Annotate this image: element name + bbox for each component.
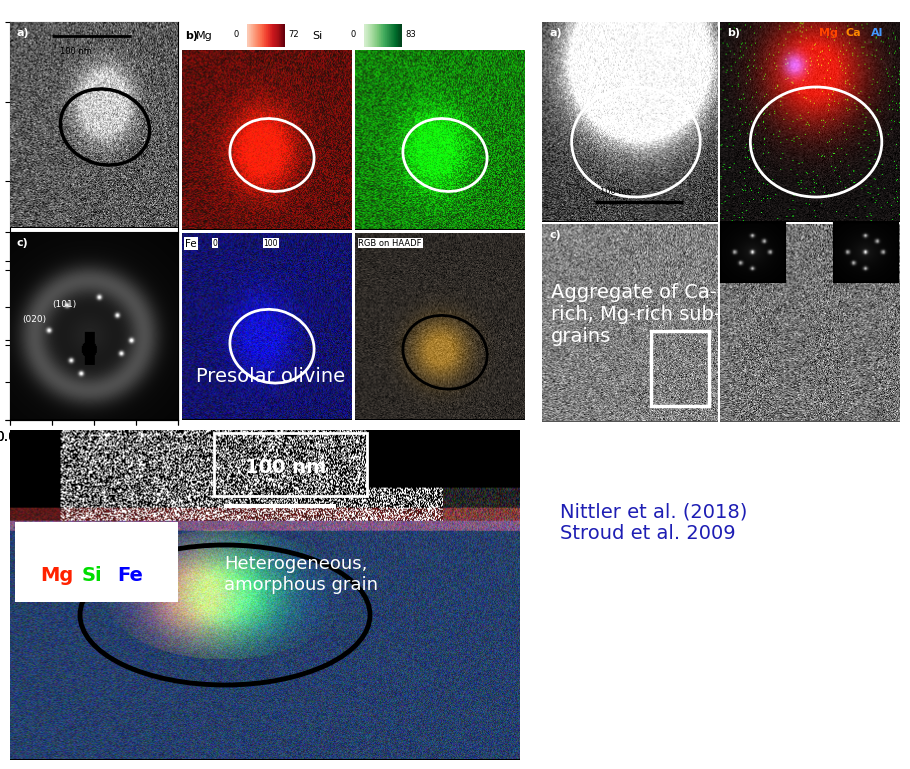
Text: Si: Si: [81, 566, 102, 584]
Text: Mg: Mg: [41, 566, 74, 584]
Text: c): c): [549, 230, 561, 240]
Text: Aggregate of Ca-
rich, Mg-rich sub-
grains: Aggregate of Ca- rich, Mg-rich sub- grai…: [551, 284, 721, 346]
Text: 100: 100: [264, 238, 278, 248]
Text: (101): (101): [52, 300, 76, 309]
Text: 0: 0: [350, 30, 355, 39]
Text: Al: Al: [871, 28, 884, 38]
Text: d): d): [727, 230, 740, 240]
Text: 100 nm: 100 nm: [600, 187, 632, 196]
Bar: [652, 331, 709, 406]
Text: 83: 83: [405, 30, 416, 39]
Text: Mg: Mg: [196, 31, 212, 41]
Text: b): b): [727, 28, 740, 38]
Text: 100 nm: 100 nm: [60, 47, 92, 55]
Text: a): a): [549, 28, 561, 38]
Text: Nittler et al. (2018)
Stroud et al. 2009: Nittler et al. (2018) Stroud et al. 2009: [560, 502, 747, 544]
Text: 100 nm: 100 nm: [245, 458, 326, 478]
Text: b): b): [186, 31, 198, 41]
Text: 0: 0: [213, 238, 217, 248]
Text: Presolar olivine: Presolar olivine: [196, 368, 345, 386]
Text: Si: Si: [312, 31, 322, 41]
Text: Ca: Ca: [846, 28, 862, 38]
Text: (020): (020): [22, 315, 46, 325]
Text: Fe: Fe: [186, 238, 197, 248]
Text: 0: 0: [234, 30, 238, 39]
Text: 72: 72: [288, 30, 299, 39]
Text: a): a): [16, 28, 29, 38]
FancyBboxPatch shape: [15, 522, 178, 601]
Text: c): c): [16, 238, 28, 248]
Text: Fe: Fe: [117, 566, 143, 584]
Text: Mg: Mg: [819, 28, 838, 38]
Text: Heterogeneous,
amorphous grain: Heterogeneous, amorphous grain: [224, 555, 379, 594]
Text: RGB on HAADF: RGB on HAADF: [359, 238, 422, 248]
